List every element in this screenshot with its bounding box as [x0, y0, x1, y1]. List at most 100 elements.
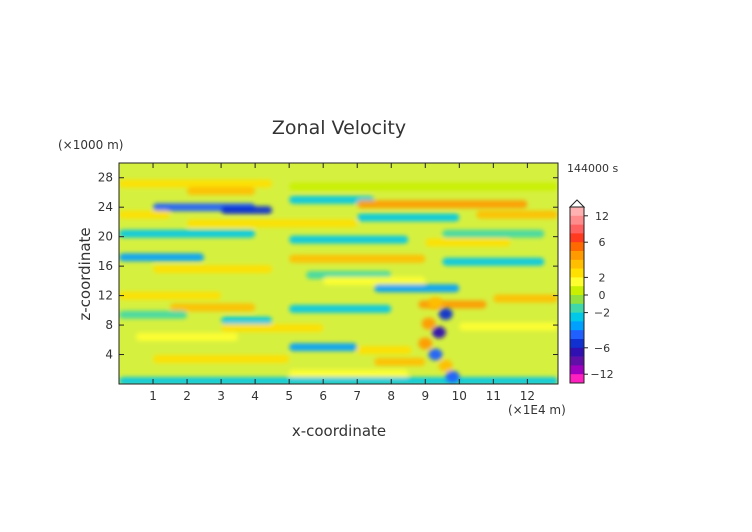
velocity-band [153, 354, 290, 363]
plume-cell [445, 370, 460, 383]
plume-cell [438, 308, 453, 321]
velocity-band [459, 322, 558, 331]
time-label: 144000 s [567, 162, 618, 175]
colorbar-swatch [570, 339, 584, 349]
velocity-band [289, 235, 409, 244]
colorbar-tick-label: 2 [599, 271, 606, 284]
velocity-band [476, 210, 558, 219]
velocity-band [442, 257, 545, 266]
colorbar-swatch [570, 286, 584, 296]
plume-cell [421, 317, 436, 330]
y-tick-label: 28 [98, 171, 113, 185]
x-unit-label: (×1E4 m) [508, 403, 566, 417]
x-axis-ticks: 1 2 3 4 5 6 7 8 9 10 11 12 [149, 163, 535, 403]
x-tick-label: 11 [486, 389, 501, 403]
velocity-band [119, 210, 171, 219]
x-tick-label: 9 [421, 389, 429, 403]
plume-cell [428, 296, 443, 309]
x-tick-label: 3 [217, 389, 225, 403]
x-tick-label: 12 [520, 389, 535, 403]
velocity-band [221, 324, 324, 333]
velocity-band [289, 182, 558, 191]
colorbar-tick-label: 6 [599, 236, 606, 249]
velocity-band [289, 369, 409, 378]
colorbar-swatch [570, 295, 584, 305]
velocity-band [289, 304, 392, 313]
colorbar-tick-label: −2 [594, 307, 610, 320]
velocity-band [374, 284, 460, 293]
colorbar-swatch [570, 224, 584, 234]
velocity-band [493, 294, 558, 303]
velocity-plume [418, 296, 460, 383]
velocity-band [153, 265, 273, 274]
velocity-band [357, 213, 460, 222]
y-tick-label: 20 [98, 230, 113, 244]
velocity-band [221, 316, 273, 325]
plume-cell [438, 359, 453, 372]
colorbar-tick-label: −12 [590, 368, 613, 381]
x-tick-label: 8 [387, 389, 395, 403]
colorbar-tick-label: 0 [599, 289, 606, 302]
velocity-band [289, 254, 426, 263]
velocity-band [221, 206, 273, 215]
y-axis-label: z-coordinate [76, 227, 94, 320]
y-unit-label: (×1000 m) [58, 138, 123, 152]
velocity-band [289, 343, 358, 352]
y-tick-label: 12 [98, 289, 113, 303]
velocity-band [289, 195, 375, 204]
y-axis-ticks: 4 8 12 16 20 24 28 [98, 171, 558, 362]
plume-cell [431, 326, 446, 339]
colorbar-swatch [570, 374, 584, 384]
colorbar-tick-label: 12 [595, 210, 609, 223]
plume-cell [428, 348, 443, 361]
velocity-bands [119, 179, 558, 384]
colorbar-swatch [570, 347, 584, 357]
y-tick-label: 16 [98, 259, 113, 273]
velocity-band [119, 253, 205, 262]
velocity-band [119, 310, 188, 319]
colorbar-swatch [570, 251, 584, 261]
velocity-band [119, 291, 222, 300]
velocity-band [357, 346, 412, 355]
x-tick-label: 2 [183, 389, 191, 403]
x-tick-label: 5 [285, 389, 293, 403]
velocity-band [119, 179, 273, 188]
colorbar-swatch [570, 330, 584, 340]
colorbar-swatch [570, 312, 584, 322]
velocity-band [323, 276, 426, 285]
colorbar-swatch [570, 356, 584, 366]
colorbar-swatch [570, 233, 584, 243]
y-tick-label: 8 [105, 318, 113, 332]
velocity-band [357, 200, 528, 209]
velocity-band [187, 186, 256, 195]
x-tick-label: 6 [319, 389, 327, 403]
colorbar-swatch [570, 303, 584, 313]
velocity-band [442, 229, 545, 238]
chart-title: Zonal Velocity [272, 117, 406, 139]
velocity-band [425, 238, 511, 247]
colorbar-swatch [570, 365, 584, 375]
plume-cell [418, 337, 433, 350]
plot-frame [118, 162, 559, 385]
velocity-band [187, 219, 358, 228]
velocity-band [119, 229, 256, 238]
colorbar-swatch [570, 277, 584, 287]
x-tick-label: 1 [149, 389, 157, 403]
y-tick-label: 24 [98, 200, 113, 214]
colorbar-swatch [570, 259, 584, 269]
x-tick-label: 10 [452, 389, 467, 403]
colorbar-tick-label: −6 [594, 342, 610, 355]
colorbar-overflow-arrow [568, 199, 586, 208]
x-axis-label: x-coordinate [292, 422, 386, 440]
velocity-band [136, 332, 239, 341]
colorbar-swatch [570, 207, 584, 217]
colorbar-swatch [570, 242, 584, 252]
velocity-band [374, 357, 426, 366]
x-tick-label: 4 [251, 389, 259, 403]
x-tick-label: 7 [353, 389, 361, 403]
colorbar-swatch [570, 268, 584, 278]
y-tick-label: 4 [105, 348, 113, 362]
velocity-band [170, 303, 256, 312]
colorbar-swatch [570, 215, 584, 225]
